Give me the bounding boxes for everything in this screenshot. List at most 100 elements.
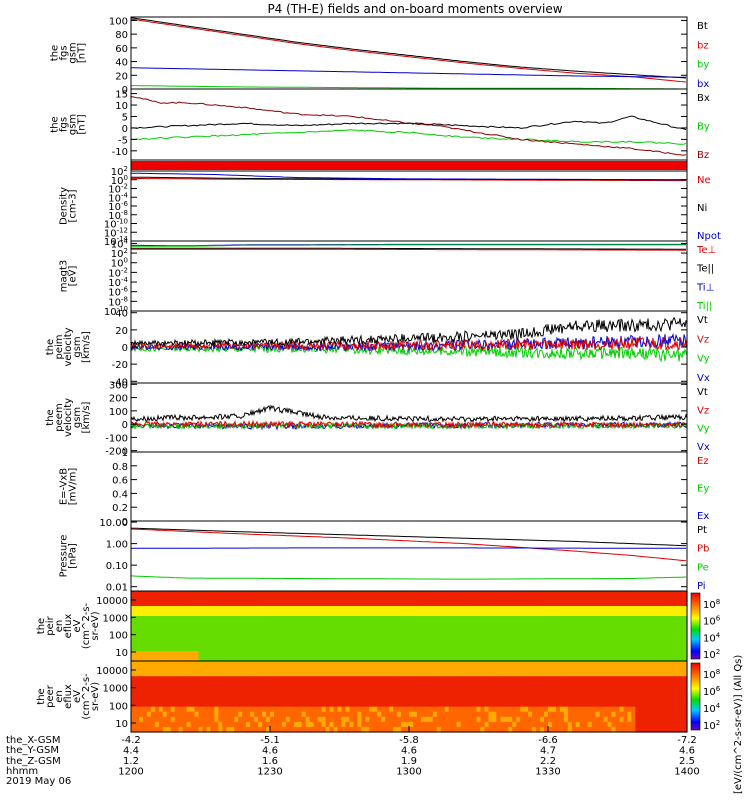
legend-bx: bx [697, 79, 709, 90]
colorbar-tick-label: 108 [703, 668, 720, 681]
legend-Vz: Vz [697, 334, 709, 345]
legend-bz: bz [697, 40, 709, 51]
ylabel-line: (cm^2-s- [81, 673, 92, 720]
panel-5: -40 -20 0 20 40 Vt Vz Vy Vx thepeimvelocitygsm[km… [45, 309, 710, 389]
legend-By: By [697, 122, 710, 133]
series-Vz [130, 336, 688, 352]
ylabel-line: velocity [63, 327, 74, 366]
panel-10: 108 106 104 102 10000 1000 100 10 thepeereneflux… [36, 660, 721, 733]
series-Npot [131, 172, 686, 181]
tick-label: 0.6 [112, 476, 128, 487]
ylabel-line: sr-eV) [90, 682, 101, 711]
tick-label: 10000 [96, 596, 128, 607]
x-tick-label: 4.6 [401, 746, 417, 757]
tick-label: 1000 [103, 613, 128, 624]
colorbar-tick-label: 102 [703, 648, 720, 661]
ylabel-line: fgs [59, 117, 70, 132]
ylabel-line: gsm [72, 336, 83, 357]
tick-label: 300 [109, 380, 128, 391]
ylabel-line: velocity [63, 398, 74, 437]
legend-Vt: Vt [697, 315, 708, 326]
panel-frame [130, 451, 688, 522]
x-tick-label: -5.8 [399, 735, 419, 746]
panel-frame [130, 170, 688, 242]
ylabel-line: [km/s] [81, 331, 92, 363]
ylabel-line: magt3 [59, 260, 70, 293]
ylabel-line: [mV/m] [68, 468, 79, 506]
x-tick-label: 1200 [118, 767, 143, 778]
series-Vt [130, 404, 688, 423]
tick-label: 100 [109, 16, 128, 27]
colorbar [690, 662, 701, 731]
x-tick-label: -4.2 [121, 735, 141, 746]
tick-label: -200 [105, 447, 128, 458]
tick-label: 20 [115, 71, 128, 82]
tick-label: 0 [122, 420, 128, 431]
series-Vy [131, 343, 688, 363]
red-bar-panel [131, 161, 687, 170]
tick-label: 0 [122, 124, 128, 135]
x-tick-label: -7.2 [677, 735, 697, 746]
x-tick-label: 1230 [257, 767, 282, 778]
tick-label: 0 [122, 517, 128, 528]
x-tick-label: -6.6 [538, 735, 558, 746]
tick-label: 40 [115, 58, 128, 69]
legend-Te⊥: Te⊥ [696, 245, 716, 256]
x-tick-label: 4.6 [262, 746, 278, 757]
legend-Ni: Ni [697, 203, 707, 214]
series-Bx [130, 115, 687, 131]
ylabel-line: eflux [63, 614, 74, 639]
ylabel: magt3[eV] [59, 260, 79, 293]
tick-label: -40 [112, 377, 128, 388]
legend-Pi: Pi [697, 581, 706, 592]
x-tick-label: 1.2 [123, 756, 139, 767]
ylabel-line: the [36, 688, 47, 704]
ylabel-line: peer [45, 684, 56, 708]
tick-label: 200 [109, 394, 128, 405]
x-tick-label: 1400 [674, 767, 699, 778]
panel-3: 10210010-210-410-610-810-1010-1210-14NeN… [59, 165, 721, 248]
legend-Bz: Bz [697, 150, 709, 161]
legend-Pe: Pe [697, 562, 709, 573]
colorbar-tick-label: 106 [703, 615, 721, 628]
ylabel-line: [km/s] [81, 401, 92, 433]
ylabel-line: E=-VxB [59, 468, 70, 505]
series-By [130, 129, 687, 145]
legend-Ne: Ne [697, 175, 711, 186]
x-tick-label: 4.4 [123, 746, 139, 757]
series-Ti|| [131, 244, 686, 247]
ylabel-line: gsm [68, 114, 79, 135]
tick-label: 0.01 [106, 583, 128, 594]
legend-Ex: Ex [697, 511, 709, 522]
tick-label: 1 [122, 448, 128, 459]
tick-label: 10 [115, 719, 128, 730]
ylabel-line: gsm [68, 42, 79, 63]
legend-Ez: Ez [697, 456, 709, 467]
tick-label: -10 [112, 147, 128, 158]
colorbar-tick-label: 106 [703, 685, 721, 698]
tick-label: 5 [122, 112, 128, 123]
tick-label: -20 [112, 360, 128, 371]
tick-label: 100 [109, 701, 128, 712]
tick-label: 10 [115, 648, 128, 659]
series-Pt [130, 527, 687, 547]
ylabel: Pressure[nPa] [59, 535, 79, 578]
tick-label: 20 [115, 326, 128, 337]
tick-label: 0.10 [106, 561, 128, 572]
x-tick-label: 2.2 [540, 756, 556, 767]
series-Pe [130, 575, 687, 580]
legend-Te||: Te|| [696, 264, 714, 275]
ylabel-line: peir [45, 615, 56, 635]
tick-label: 100 [109, 631, 128, 642]
x-tick-label: 4.6 [679, 746, 695, 757]
series-Bz [130, 96, 687, 156]
panel-frame [130, 520, 688, 592]
ylabel-line: fgs [59, 45, 70, 60]
